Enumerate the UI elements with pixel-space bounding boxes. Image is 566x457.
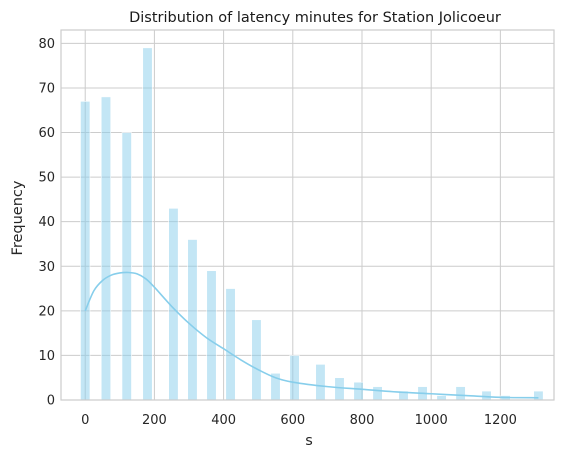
histogram-bar xyxy=(121,132,132,401)
plot-frame xyxy=(60,29,555,401)
y-tick-label: 70 xyxy=(38,81,55,96)
x-axis-label: s xyxy=(305,433,313,449)
histogram-bar xyxy=(100,96,112,401)
histogram-bar xyxy=(206,270,217,401)
x-tick-labels: 0 200 400 600 800 1000 1200 xyxy=(81,413,517,428)
histogram-bar xyxy=(251,319,262,401)
histogram-bar xyxy=(372,386,383,401)
histogram-bar xyxy=(80,101,91,401)
y-tick-label: 0 xyxy=(47,394,55,409)
x-tick-label: 200 xyxy=(142,413,167,428)
y-tick-label: 80 xyxy=(38,37,55,52)
y-tick-label: 10 xyxy=(38,349,55,364)
histogram-bar xyxy=(315,364,326,401)
histogram-bar xyxy=(289,355,300,401)
x-tick-label: 1200 xyxy=(484,413,517,428)
y-axis-label: Frequency xyxy=(10,180,26,255)
x-tick-label: 0 xyxy=(81,413,89,428)
histogram-bar xyxy=(436,395,447,401)
chart-title: Distribution of latency minutes for Stat… xyxy=(129,10,501,26)
x-tick-label: 600 xyxy=(280,413,305,428)
histogram-bar xyxy=(225,288,236,401)
histogram-bar xyxy=(533,390,544,401)
histogram-bar xyxy=(353,381,364,401)
histogram-bar xyxy=(142,47,153,401)
x-tick-label: 400 xyxy=(211,413,236,428)
histogram-bar xyxy=(334,377,345,401)
y-tick-labels: 0 10 20 30 40 50 60 70 80 xyxy=(38,37,55,409)
y-tick-label: 20 xyxy=(38,304,55,319)
histogram-bar xyxy=(187,239,198,401)
histogram-bar xyxy=(481,390,492,401)
y-tick-label: 50 xyxy=(38,171,55,186)
histogram-bars xyxy=(80,47,544,401)
kde-curve xyxy=(84,271,539,399)
y-tick-label: 30 xyxy=(38,260,55,275)
y-tick-label: 40 xyxy=(38,215,55,230)
kde-curve-layer xyxy=(84,271,539,399)
x-tick-label: 1000 xyxy=(415,413,448,428)
y-tick-label: 60 xyxy=(38,126,55,141)
x-tick-label: 800 xyxy=(350,413,375,428)
grid-lines xyxy=(61,30,554,401)
histogram-bar xyxy=(455,386,466,401)
